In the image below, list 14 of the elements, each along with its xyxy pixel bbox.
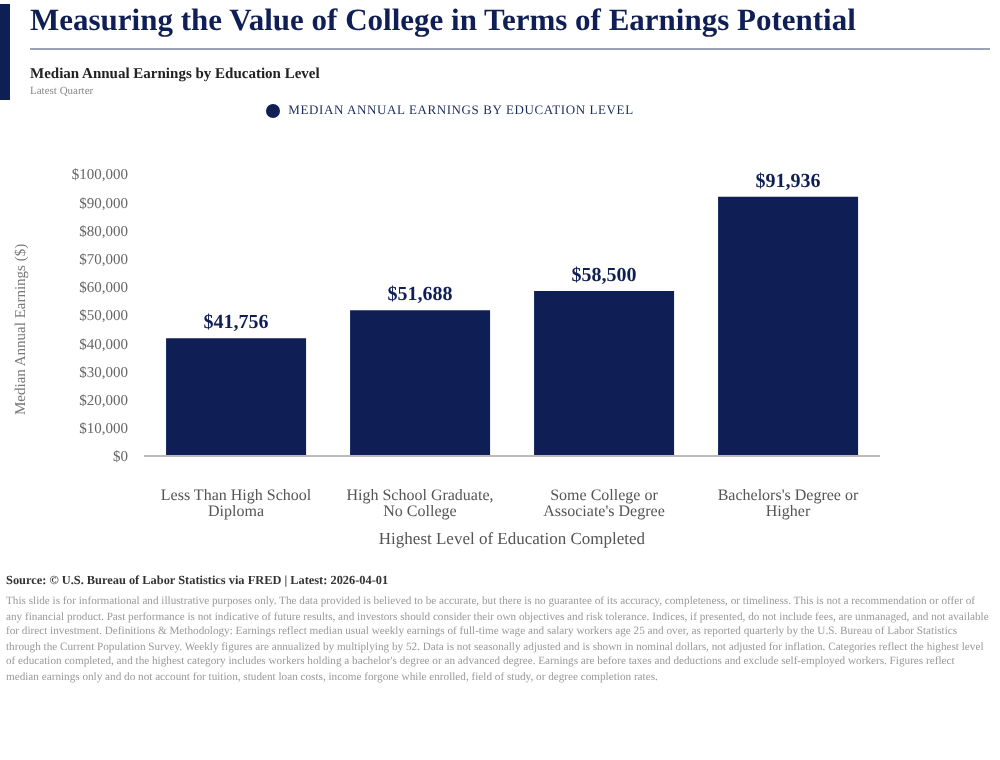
x-axis-title: Highest Level of Education Completed: [378, 528, 647, 548]
x-tick-label: Less Than High School Diploma: [160, 486, 313, 520]
x-tick-label: Some College or Associate's Degree: [543, 486, 666, 520]
x-tick-label: Bachelors's Degree or Higher: [717, 486, 859, 520]
bar: [166, 338, 307, 456]
bar: [718, 196, 859, 456]
data-label: $51,688: [387, 284, 453, 307]
x-tick-label: High School Graduate, No College: [346, 486, 494, 520]
bar: [350, 310, 491, 456]
chart-title: Measuring the Value of College in Terms of Earnings Potential: [30, 4, 990, 50]
data-label: $58,500: [571, 265, 637, 288]
data-label: $41,756: [203, 312, 269, 335]
bar: [534, 291, 675, 456]
data-label: $91,936: [755, 170, 821, 193]
